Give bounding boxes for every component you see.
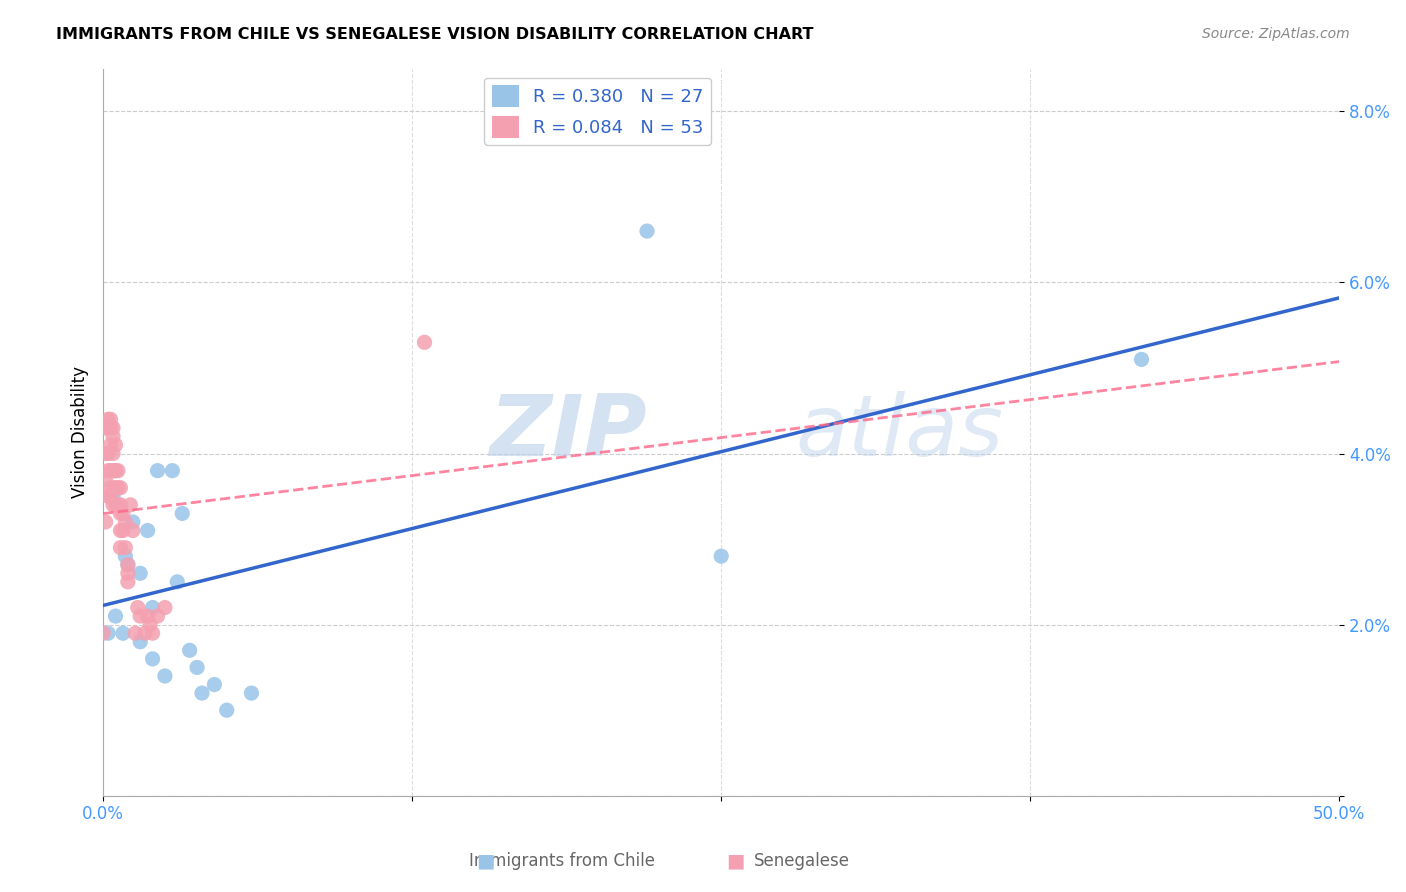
Point: [104, 464, 127, 478]
Point: [215, 703, 238, 717]
Point: [100, 438, 122, 452]
Point: [101, 498, 124, 512]
Point: [191, 686, 214, 700]
Point: [110, 524, 132, 538]
Point: [136, 524, 159, 538]
Point: [111, 507, 134, 521]
Point: [636, 224, 658, 238]
Text: atlas: atlas: [796, 391, 1004, 474]
Point: [166, 574, 188, 589]
Point: [110, 481, 132, 495]
Point: [101, 489, 124, 503]
Point: [104, 438, 127, 452]
Point: [97, 626, 120, 640]
Point: [129, 609, 152, 624]
Point: [101, 446, 124, 460]
Point: [146, 609, 169, 624]
Point: [139, 617, 162, 632]
Point: [94, 446, 117, 460]
Point: [117, 574, 139, 589]
Point: [142, 600, 165, 615]
Point: [121, 515, 143, 529]
Point: [121, 524, 143, 538]
Point: [111, 524, 134, 538]
Point: [100, 481, 122, 495]
Legend: R = 0.380   N = 27, R = 0.084   N = 53: R = 0.380 N = 27, R = 0.084 N = 53: [485, 78, 711, 145]
Point: [100, 412, 122, 426]
Point: [114, 549, 136, 564]
Point: [100, 421, 122, 435]
Text: Source: ZipAtlas.com: Source: ZipAtlas.com: [1202, 27, 1350, 41]
Point: [117, 558, 139, 572]
Point: [97, 489, 120, 503]
Point: [186, 660, 208, 674]
Point: [114, 541, 136, 555]
Point: [110, 541, 132, 555]
Point: [100, 489, 122, 503]
Point: [104, 498, 127, 512]
Point: [142, 626, 165, 640]
Point: [104, 481, 127, 495]
Point: [110, 507, 132, 521]
Point: [91, 626, 114, 640]
Point: [117, 558, 139, 572]
Text: ■: ■: [725, 851, 745, 871]
Point: [107, 498, 129, 512]
Point: [202, 677, 225, 691]
Point: [94, 421, 117, 435]
Point: [104, 464, 127, 478]
Point: [129, 566, 152, 581]
Point: [97, 464, 120, 478]
Text: ■: ■: [475, 851, 495, 871]
Point: [94, 472, 117, 486]
Point: [97, 446, 120, 460]
Point: [162, 464, 184, 478]
Point: [1130, 352, 1153, 367]
Point: [117, 566, 139, 581]
Text: Senegalese: Senegalese: [754, 852, 849, 870]
Point: [146, 464, 169, 478]
Point: [101, 421, 124, 435]
Point: [120, 498, 142, 512]
Point: [179, 643, 201, 657]
Point: [134, 626, 156, 640]
Point: [100, 464, 122, 478]
Text: ZIP: ZIP: [489, 391, 647, 474]
Point: [124, 626, 146, 640]
Text: Immigrants from Chile: Immigrants from Chile: [470, 852, 655, 870]
Point: [97, 421, 120, 435]
Point: [94, 515, 117, 529]
Point: [153, 600, 176, 615]
Point: [101, 429, 124, 443]
Point: [172, 507, 194, 521]
Point: [413, 335, 436, 350]
Point: [101, 481, 124, 495]
Point: [127, 600, 149, 615]
Point: [97, 412, 120, 426]
Point: [240, 686, 263, 700]
Point: [111, 626, 134, 640]
Point: [110, 498, 132, 512]
Y-axis label: Vision Disability: Vision Disability: [72, 366, 89, 498]
Point: [101, 464, 124, 478]
Point: [142, 652, 165, 666]
Point: [136, 609, 159, 624]
Point: [107, 481, 129, 495]
Point: [710, 549, 733, 564]
Point: [114, 515, 136, 529]
Point: [129, 634, 152, 648]
Point: [153, 669, 176, 683]
Text: IMMIGRANTS FROM CHILE VS SENEGALESE VISION DISABILITY CORRELATION CHART: IMMIGRANTS FROM CHILE VS SENEGALESE VISI…: [56, 27, 814, 42]
Point: [107, 464, 129, 478]
Point: [104, 609, 127, 624]
